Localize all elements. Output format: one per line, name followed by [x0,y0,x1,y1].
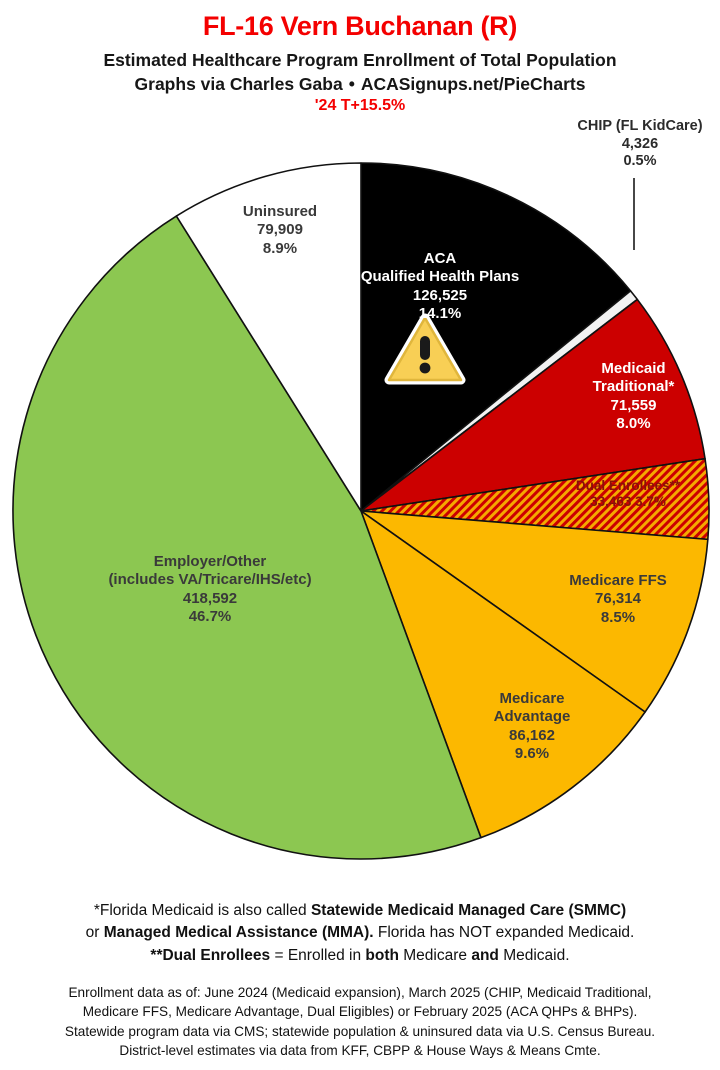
pie-chart: CHIP (FL KidCare) 4,326 0.5% ACA Qualifi… [12,118,720,860]
footnote-text-2: Medicare [398,946,472,964]
swing-badge: '24 T+15.5% [314,96,406,114]
bullet-separator-icon: • [348,73,355,94]
slice-name: Employer/Other [153,553,267,570]
slice-value: 71,559 [610,396,657,414]
header: FL-16 Vern Buchanan (R) Estimated Health… [0,0,720,115]
footnote-emphasis-2: both [365,946,399,964]
footnote-text-2: Florida has NOT expanded Medicaid. [373,924,635,942]
slice-name: Uninsured [242,203,318,220]
footnote-text: or [85,924,104,942]
slice-percent: 14.1% [418,304,462,322]
slice-name: Medicaid [601,360,666,377]
footnote-emphasis: **Dual Enrollees [150,946,271,964]
slice-name-2: Traditional* [592,378,675,396]
pie-slice-uninsured[interactable] [175,162,362,512]
pie-slice-employer[interactable] [12,215,482,860]
slice-value: 86,162 [509,726,555,744]
slice-percent: 46.7% [188,607,232,625]
footnote-text: *Florida Medicaid is also called [93,902,311,919]
slice-name-2: Advantage [493,708,571,726]
footnote-text: = Enrolled in [270,946,366,964]
slice-name: Medicare [499,690,565,707]
slice-value: 79,909 [257,221,303,239]
footnote-emphasis: Statewide Medicaid Managed Care (SMMC) [310,902,627,919]
pie-slice-mffs[interactable] [360,510,709,713]
slice-value: 126,525 [412,286,468,304]
footnote-line-1: *Florida Medicaid is also called Statewi… [0,900,720,922]
slice-value: 418,592 [182,589,238,607]
slice-label-medicare-advantage: Medicare Advantage 86,162 9.6% [452,690,612,763]
slice-value: 4,326 [621,135,659,152]
slice-percent: 8.9% [262,239,298,257]
footnote-line-3: **Dual Enrollees = Enrolled in both Medi… [0,945,720,967]
attribution-site[interactable]: ACASignups.net/PieCharts [360,73,586,94]
warning-triangle-icon [384,313,466,385]
subtitle: Estimated Healthcare Program Enrollment … [103,49,617,70]
footnotes: *Florida Medicaid is also called Statewi… [0,900,720,967]
slice-percent: 8.5% [600,608,636,626]
slice-name-2: (includes VA/Tricare/IHS/etc) [108,571,312,589]
slice-name: Medicare FFS [569,572,667,589]
footnote-emphasis: Managed Medical Assistance (MMA). [103,924,374,942]
pie-slice-madv[interactable] [360,510,646,839]
slice-name: CHIP (FL KidCare) [577,118,703,134]
footnote-emphasis-3: and [471,946,499,964]
pie-slice-aca[interactable] [360,162,632,512]
slice-value-percent: 33,463 3.7% [590,494,666,510]
slice-label-medicaid-traditional: Medicaid Traditional* 71,559 8.0% [556,360,711,433]
slice-name: Dual Enrollees** [575,478,681,493]
attribution-line: Graphs via Charles Gaba • ACASignups.net/P… [0,74,720,94]
slice-percent: 8.0% [616,414,651,432]
slice-name-2: Qualified Health Plans [360,268,520,286]
slice-label-uninsured: Uninsured 79,909 8.9% [195,203,365,258]
slice-label-employer-other: Employer/Other (includes VA/Tricare/IHS/… [65,553,355,626]
page-title: FL-16 Vern Buchanan (R) [202,11,518,41]
slice-percent: 0.5% [623,153,657,170]
slice-name: ACA [423,250,457,267]
source-line-1: Enrollment data as of: June 2024 (Medica… [68,985,652,1000]
pie-slice-medicaid[interactable] [360,298,706,512]
sources: Enrollment data as of: June 2024 (Medica… [0,983,720,1060]
footnote-text-3: Medicaid. [498,946,570,964]
source-line-2: Medicare FFS, Medicare Advantage, Dual E… [82,1004,638,1020]
slice-label-medicare-ffs: Medicare FFS 76,314 8.5% [533,572,703,627]
source-line-3: Statewide program data via CMS; statewid… [64,1023,656,1039]
pie-svg [12,162,710,860]
slice-label-aca: ACA Qualified Health Plans 126,525 14.1% [330,250,550,323]
slice-label-chip: CHIP (FL KidCare) 4,326 0.5% [560,118,720,171]
slice-value: 76,314 [595,590,641,608]
slice-label-dual-enrollees: Dual Enrollees** 33,463 3.7% [538,478,718,511]
slice-percent: 9.6% [514,744,550,762]
source-line-4: District-level estimates via data from K… [119,1042,601,1058]
attribution-author: Graphs via Charles Gaba [134,73,343,94]
footnote-line-2: or Managed Medical Assistance (MMA). Flo… [0,922,720,944]
